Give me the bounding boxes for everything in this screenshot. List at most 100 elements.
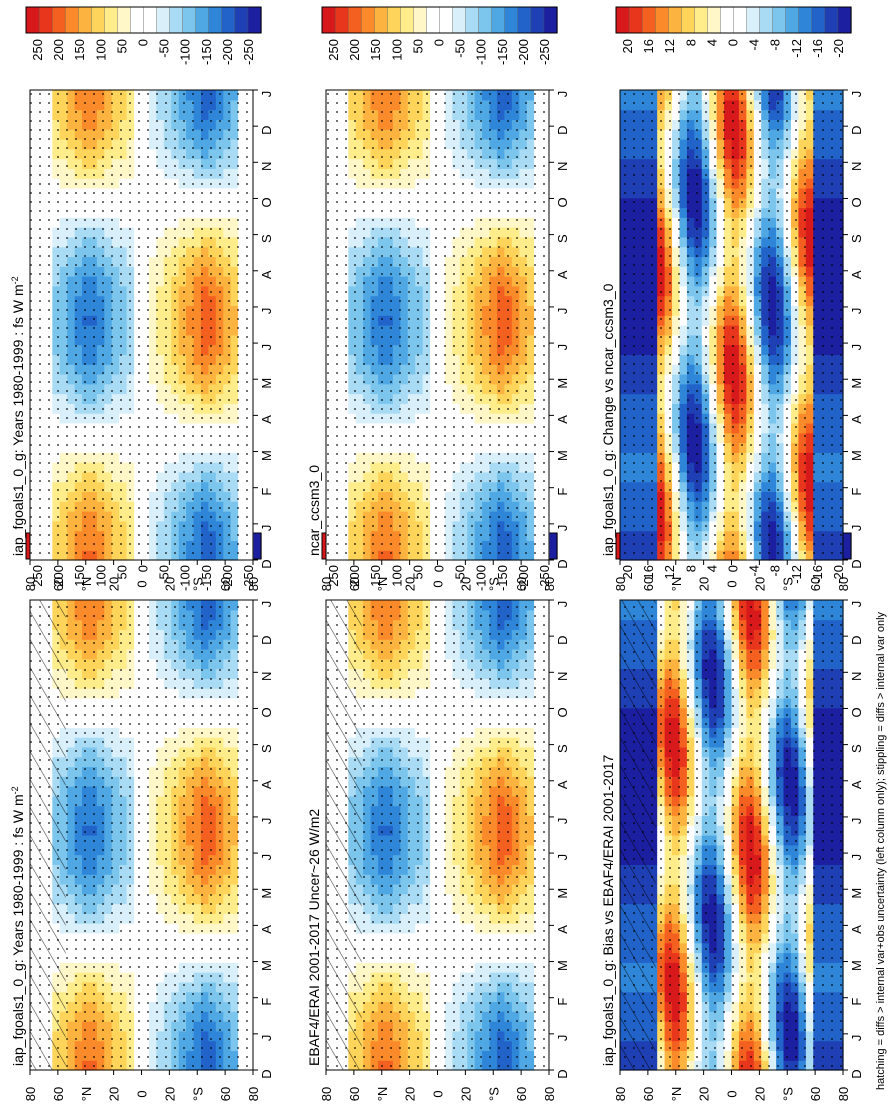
colorbar-tick-label: 0	[726, 565, 741, 572]
colorbar-tick-label: 100	[389, 565, 404, 587]
colorbar-tick-label: 100	[93, 565, 108, 587]
month-tick-label: M	[555, 960, 570, 971]
lat-tick-label: 20	[752, 1087, 767, 1101]
month-tick-label: F	[849, 998, 864, 1006]
panel-title-superscript: -2	[10, 786, 20, 794]
stippling-overlay	[620, 600, 843, 1070]
month-tick-label: A	[259, 780, 274, 789]
month-tick-label: A	[849, 780, 864, 789]
month-tick-label: J	[849, 1035, 864, 1042]
month-tick-label: A	[849, 925, 864, 934]
lat-tick-label: 60	[218, 1087, 233, 1101]
month-tick-label: J	[849, 818, 864, 825]
lat-tick-label: 20	[403, 1087, 418, 1101]
colorbar-tick-label: -50	[453, 565, 468, 584]
panel-title: EBAF4/ERAI 2001-2017 Uncer~26 W/m2	[306, 809, 322, 1066]
colorbar-tick-label: 20	[620, 565, 635, 579]
colorbar-tick-label: 50	[410, 565, 425, 579]
month-tick-label: J	[555, 854, 570, 861]
lat-tick-label: 80	[542, 1087, 557, 1101]
colorbar-tick-label: 200	[51, 565, 66, 587]
colorbar-tick-label: -150	[495, 565, 510, 591]
stippling-overlay	[30, 600, 253, 1070]
lat-tick-label: 0	[431, 1090, 446, 1097]
lat-tick-label: °S	[190, 1087, 205, 1101]
month-tick-label: N	[259, 672, 274, 681]
colorbar-tick-label: -16	[810, 565, 825, 584]
month-tick-label: S	[849, 744, 864, 753]
month-tick-label: D	[555, 1069, 570, 1078]
colorbar-tick-label: 0	[136, 565, 151, 572]
colorbar-tick-label: -12	[789, 565, 804, 584]
lat-tick-label: 60	[51, 1087, 66, 1101]
colorbar-tick-label: -8	[768, 565, 783, 577]
stippling-overlay	[326, 600, 549, 1070]
colorbar-tick-label: 150	[72, 565, 87, 587]
month-tick-label: S	[259, 744, 274, 753]
colorbar-tick-label: -4	[747, 565, 762, 577]
month-tick-label: D	[259, 635, 274, 644]
lat-tick-label: °N	[79, 1087, 94, 1102]
month-tick-label: M	[259, 888, 274, 899]
month-tick-label: J	[259, 1035, 274, 1042]
month-tick-label: J	[259, 818, 274, 825]
colorbar-tick-label: 0	[432, 565, 447, 572]
lat-tick-label: 0	[135, 1090, 150, 1097]
month-tick-label: F	[555, 998, 570, 1006]
month-tick-label: O	[849, 707, 864, 717]
lat-tick-label: °N	[375, 1087, 390, 1102]
month-tick-label: N	[849, 672, 864, 681]
colorbar-tick-label: 50	[114, 565, 129, 579]
lat-tick-label: °N	[669, 1087, 684, 1102]
colorbar-tick-label: -200	[220, 565, 235, 591]
lat-tick-label: 60	[347, 1087, 362, 1101]
month-tick-label: J	[555, 601, 570, 608]
colorbar-tick-label: 150	[368, 565, 383, 587]
lat-tick-label: 20	[107, 1087, 122, 1101]
colorbar-tick-label: 4	[704, 565, 719, 572]
colorbar-tick-label: -50	[157, 565, 172, 584]
colorbar-tick-label: 250	[30, 565, 45, 587]
month-tick-label: J	[849, 854, 864, 861]
colorbar-tick-label: -250	[537, 565, 552, 591]
colorbar-tick-label: -100	[474, 565, 489, 591]
month-tick-label: D	[849, 1069, 864, 1078]
lat-tick-label: 60	[808, 1087, 823, 1101]
colorbar-tick-label: -150	[199, 565, 214, 591]
month-tick-label: J	[555, 1035, 570, 1042]
month-tick-label: D	[849, 635, 864, 644]
colorbar-tick-label: 16	[641, 565, 656, 579]
month-tick-label: M	[849, 960, 864, 971]
hatching-overlay	[30, 600, 66, 1070]
month-tick-label: A	[555, 780, 570, 789]
hatching-overlay	[326, 600, 362, 1070]
colorbar-tick-label: -250	[241, 565, 256, 591]
colorbar-tick-label: 8	[683, 565, 698, 572]
lat-tick-label: 80	[246, 1087, 261, 1101]
month-tick-label: J	[555, 818, 570, 825]
lat-tick-label: 80	[23, 1087, 38, 1101]
colorbar-tick-label: -20	[831, 565, 846, 584]
month-tick-label: J	[849, 601, 864, 608]
month-tick-label: N	[555, 672, 570, 681]
lat-tick-label: 80	[613, 1087, 628, 1101]
month-tick-label: J	[259, 854, 274, 861]
month-tick-label: A	[259, 925, 274, 934]
month-tick-label: J	[259, 601, 274, 608]
lat-tick-label: 80	[836, 1087, 851, 1101]
colorbar-tick-label: 12	[662, 565, 677, 579]
month-tick-label: O	[259, 707, 274, 717]
panel-title: iap_fgoals1_0_g: Years 1980-1999 : fs W …	[10, 786, 26, 1066]
month-tick-label: A	[555, 925, 570, 934]
month-tick-label: O	[555, 707, 570, 717]
lat-tick-label: 0	[725, 1090, 740, 1097]
colorbar-tick-label: 200	[347, 565, 362, 587]
month-tick-label: F	[259, 998, 274, 1006]
lat-tick-label: °S	[486, 1087, 501, 1101]
